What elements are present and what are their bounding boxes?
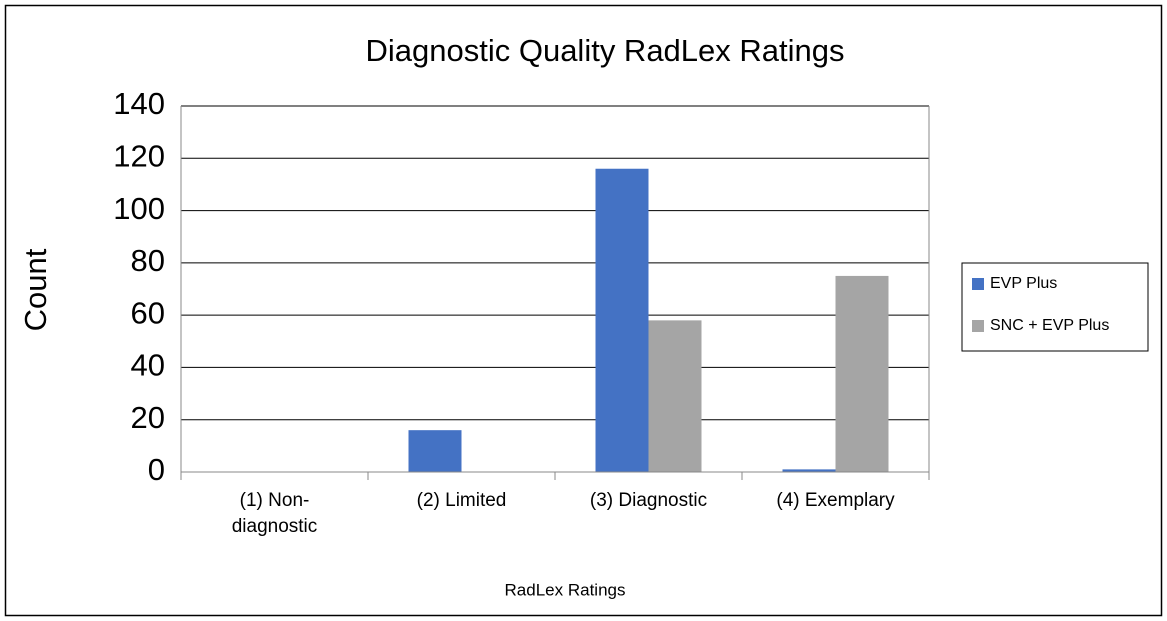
y-tick-label: 80: [131, 243, 165, 278]
bar: [595, 168, 649, 472]
x-tick-label-box: (3) Diagnostic: [589, 490, 708, 511]
legend-label: SNC + EVP Plus: [990, 317, 1109, 334]
bar: [408, 430, 462, 472]
bar: [835, 275, 889, 472]
y-tick-label: 40: [131, 348, 165, 383]
y-tick-label: 60: [131, 295, 165, 330]
x-tick-label: (4) Exemplary: [776, 490, 895, 511]
bar: [782, 469, 836, 472]
y-tick-label: 120: [113, 138, 165, 173]
x-tick-label: (2) Limited: [416, 490, 507, 511]
y-tick-label: 20: [131, 400, 165, 435]
y-axis-title: Count: [18, 248, 53, 331]
legend-swatch: [972, 320, 984, 332]
y-tick-label: 140: [113, 86, 165, 121]
x-tick-label: (1) Non-diagnostic: [231, 490, 318, 537]
legend-swatch: [972, 278, 984, 290]
x-tick-label-box: (2) Limited: [416, 490, 507, 511]
bar: [648, 320, 702, 472]
y-tick-label: 0: [148, 452, 165, 487]
x-tick-label-box: (4) Exemplary: [776, 490, 895, 511]
x-tick-label-box: (1) Non-diagnostic: [231, 490, 318, 537]
legend-label: EVP Plus: [990, 275, 1057, 292]
x-tick-label: (3) Diagnostic: [589, 490, 708, 511]
x-axis-title: RadLex Ratings: [505, 580, 626, 599]
legend-box: [961, 262, 1149, 352]
y-tick-label: 100: [113, 191, 165, 226]
chart-title: Diagnostic Quality RadLex Ratings: [365, 33, 844, 68]
